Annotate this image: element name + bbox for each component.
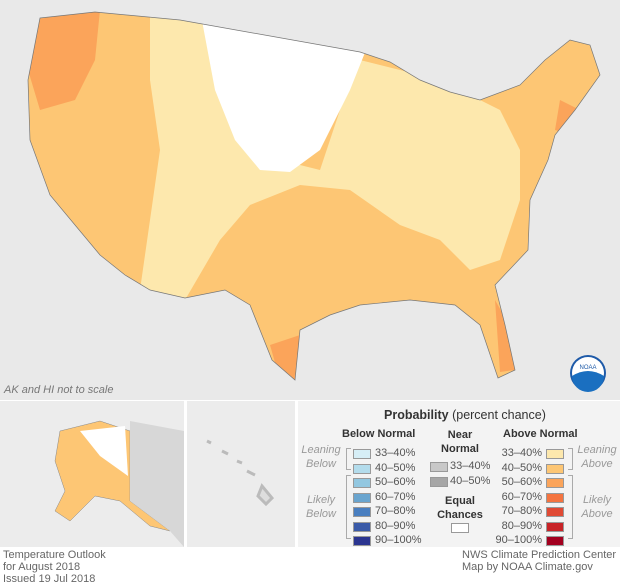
likely-below-label: Likely Below bbox=[306, 494, 336, 520]
equal-chances-label: Equal Chances bbox=[437, 495, 483, 521]
below-swatch bbox=[353, 492, 371, 503]
below-label: 33–40% bbox=[375, 447, 416, 459]
footer-outlook-info: Temperature Outlook for August 2018 Issued… bbox=[3, 549, 106, 585]
svg-text:NOAA: NOAA bbox=[579, 365, 596, 371]
above-swatch bbox=[546, 463, 564, 474]
equal-chances-swatch bbox=[451, 523, 469, 533]
above-label: 80–90% bbox=[501, 519, 542, 532]
below-swatch bbox=[353, 463, 371, 474]
near-label: 40–50% bbox=[450, 474, 491, 487]
below-swatch bbox=[353, 478, 371, 488]
above-label: 40–50% bbox=[501, 461, 542, 474]
above-label: 70–80% bbox=[501, 505, 542, 517]
likely-above-label: Likely Above bbox=[581, 494, 613, 520]
below-label: 40–50% bbox=[375, 461, 416, 474]
above-normal-header: Above Normal bbox=[503, 428, 578, 440]
below-label: 70–80% bbox=[375, 505, 416, 517]
near-label: 33–40% bbox=[450, 460, 491, 472]
us-outlook-map: NOAA bbox=[27, 11, 606, 392]
above-label: 90–100% bbox=[495, 534, 543, 546]
below-label: 80–90% bbox=[375, 519, 416, 532]
above-50-60-region-northwest bbox=[28, 12, 100, 110]
near-normal-header: Near Normal bbox=[441, 429, 479, 455]
above-swatch bbox=[546, 521, 564, 532]
probability-legend: Probability (percent chance) Below Norma… bbox=[298, 401, 620, 547]
legend-subtitle: (percent chance) bbox=[452, 408, 546, 422]
footer-credits: NWS Climate Prediction Center Map by NOAA… bbox=[462, 549, 617, 573]
above-label: 60–70% bbox=[501, 490, 542, 503]
below-swatch bbox=[353, 507, 371, 517]
equal-chances-region bbox=[200, 12, 370, 172]
above-swatch bbox=[546, 449, 564, 459]
below-swatch bbox=[353, 536, 371, 546]
above-swatch bbox=[546, 536, 564, 546]
leaning-below-label: Leaning Below bbox=[301, 444, 341, 470]
above-swatch bbox=[546, 507, 564, 517]
leaning-above-label: Leaning Above bbox=[577, 444, 617, 470]
above-label: 33–40% bbox=[501, 447, 542, 459]
below-label: 90–100% bbox=[375, 534, 422, 546]
near-swatch bbox=[430, 462, 448, 472]
above-label: 50–60% bbox=[501, 476, 542, 488]
below-label: 60–70% bbox=[375, 490, 416, 503]
above-swatch bbox=[546, 478, 564, 488]
noaa-logo: NOAA bbox=[570, 355, 606, 392]
below-label: 50–60% bbox=[375, 476, 416, 488]
legend-title: Probability bbox=[384, 408, 449, 422]
below-swatch bbox=[353, 521, 371, 532]
near-swatch bbox=[430, 476, 448, 487]
below-normal-header: Below Normal bbox=[342, 428, 416, 440]
below-swatch bbox=[353, 449, 371, 459]
contiguous-us-map: NOAA AK and HI not to scale bbox=[0, 0, 620, 400]
above-33-40-region bbox=[140, 12, 520, 300]
scale-note: AK and HI not to scale bbox=[4, 384, 114, 396]
above-swatch bbox=[546, 492, 564, 503]
hawaii-inset bbox=[187, 401, 295, 547]
alaska-inset bbox=[0, 401, 184, 547]
